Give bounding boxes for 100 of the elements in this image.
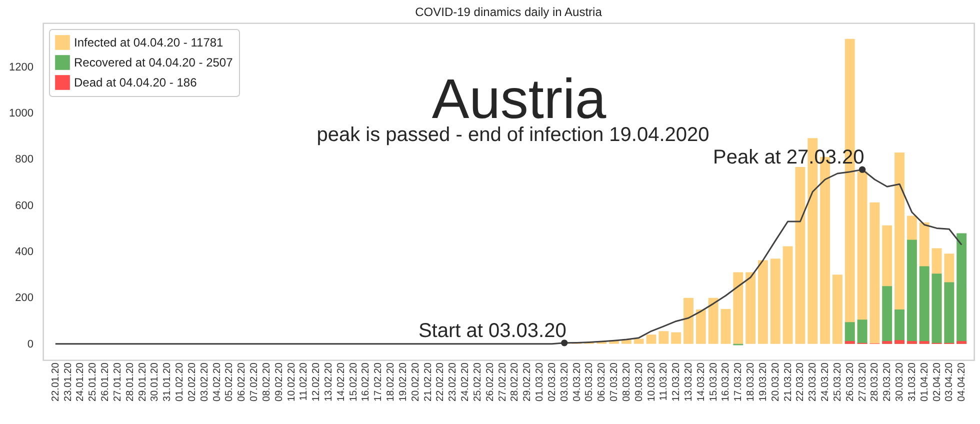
bar (932, 274, 942, 344)
legend-label: Recovered at 04.04.20 - 2507 (74, 56, 234, 70)
bar (720, 308, 731, 344)
x-tick-label: 18.02.20 (386, 362, 397, 402)
bar (832, 274, 842, 344)
x-tick-label: 22.02.20 (435, 362, 446, 402)
y-tick-label: 200 (15, 292, 34, 304)
x-tick-label: 19.02.20 (398, 362, 409, 402)
x-tick-label: 03.04.20 (944, 362, 956, 402)
x-tick-label: 30.03.20 (894, 362, 906, 402)
x-tick-label: 29.03.20 (882, 362, 894, 402)
bar (857, 320, 868, 344)
x-tick-label: 08.03.20 (621, 362, 632, 402)
x-tick-label: 21.02.20 (422, 362, 434, 402)
bar (696, 309, 706, 344)
bar (882, 341, 892, 344)
x-tick-label: 27.03.20 (857, 362, 868, 402)
bar (919, 341, 930, 344)
x-tick-label: 21.03.20 (782, 362, 794, 402)
bar (770, 258, 780, 344)
x-tick-label: 17.02.20 (373, 362, 384, 402)
x-tick-label: 25.02.20 (472, 362, 484, 402)
x-tick-label: 10.02.20 (286, 362, 298, 402)
x-tick-label: 08.02.20 (261, 362, 272, 402)
x-tick-label: 24.02.20 (460, 362, 472, 402)
x-tick-label: 28.03.20 (870, 362, 881, 402)
legend-label: Dead at 04.04.20 - 186 (74, 76, 198, 90)
x-tick-label: 13.03.20 (683, 362, 694, 402)
x-tick-label: 26.01.20 (100, 362, 112, 402)
bar (906, 240, 917, 344)
y-tick-label: 800 (15, 154, 34, 166)
x-tick-label: 02.02.20 (186, 362, 198, 402)
x-tick-label: 04.03.20 (572, 362, 583, 402)
x-tick-label: 22.03.20 (795, 362, 806, 402)
x-tick-label: 10.03.20 (646, 362, 658, 402)
x-tick-label: 01.04.20 (919, 362, 930, 402)
x-tick-label: 16.02.20 (360, 362, 372, 402)
x-tick-label: 23.01.20 (62, 362, 74, 402)
x-tick-label: 03.02.20 (199, 362, 210, 402)
x-tick-label: 31.01.20 (162, 362, 174, 402)
y-tick-label: 0 (27, 338, 34, 350)
x-tick-label: 28.01.20 (124, 362, 136, 402)
y-tick-label: 1200 (9, 61, 34, 74)
bar (658, 331, 669, 344)
x-tick-label: 29.02.20 (522, 362, 534, 402)
x-tick-label: 09.02.20 (274, 362, 285, 402)
x-tick-label: 02.04.20 (932, 362, 943, 402)
x-tick-label: 15.03.20 (708, 362, 720, 402)
x-tick-label: 25.01.20 (88, 362, 99, 402)
x-tick-label: 01.02.20 (174, 362, 186, 402)
x-tick-label: 25.03.20 (832, 362, 844, 402)
chart-title: COVID-19 dinamics daily in Austria (415, 5, 602, 19)
bar (758, 260, 768, 344)
x-tick-label: 27.01.20 (112, 362, 124, 402)
x-tick-label: 07.02.20 (249, 362, 260, 402)
x-tick-label: 28.02.20 (510, 362, 521, 402)
bar (882, 286, 892, 344)
x-tick-label: 19.03.20 (758, 362, 769, 402)
x-tick-label: 17.03.20 (733, 362, 744, 402)
x-tick-label: 03.03.20 (559, 362, 570, 402)
x-tick-label: 11.02.20 (298, 362, 310, 401)
x-tick-label: 15.02.20 (348, 362, 360, 402)
x-tick-label: 14.02.20 (336, 362, 347, 402)
bar (746, 272, 756, 344)
y-tick-label: 600 (15, 200, 34, 212)
bar (906, 341, 917, 344)
x-tick-label: 16.03.20 (720, 362, 732, 402)
x-tick-label: 06.02.20 (236, 362, 248, 402)
x-tick-label: 26.02.20 (484, 362, 496, 402)
bar (646, 334, 656, 344)
bar (956, 341, 967, 344)
x-tick-label: 14.03.20 (696, 362, 707, 402)
x-tick-label: 24.01.20 (75, 362, 86, 402)
bar (944, 282, 954, 344)
bar (733, 272, 744, 344)
x-tick-label: 27.02.20 (497, 362, 508, 402)
bar (795, 167, 806, 344)
x-tick-label: 26.03.20 (844, 362, 856, 402)
x-tick-label: 12.03.20 (671, 362, 682, 402)
x-tick-label: 04.02.20 (212, 362, 223, 402)
x-tick-label: 23.02.20 (448, 362, 459, 402)
x-tick-label: 05.02.20 (224, 362, 236, 402)
x-tick-label: 11.03.20 (658, 362, 670, 401)
bar (919, 266, 930, 344)
x-tick-label: 13.02.20 (324, 362, 335, 402)
x-tick-label: 05.03.20 (584, 362, 596, 402)
x-tick-label: 02.03.20 (546, 362, 558, 402)
bar (782, 246, 793, 344)
bar (956, 233, 967, 344)
bar (894, 340, 904, 344)
x-tick-label: 29.01.20 (137, 362, 148, 402)
x-tick-label: 20.02.20 (410, 362, 422, 402)
x-tick-label: 20.03.20 (770, 362, 782, 402)
x-tick-label: 12.02.20 (311, 362, 322, 402)
x-tick-label: 18.03.20 (746, 362, 757, 402)
x-tick-label: 22.01.20 (50, 362, 62, 402)
x-tick-label: 09.03.20 (634, 362, 645, 402)
x-tick-label: 04.04.20 (956, 362, 968, 402)
x-tick-label: 01.03.20 (534, 362, 546, 402)
bar (708, 298, 718, 344)
